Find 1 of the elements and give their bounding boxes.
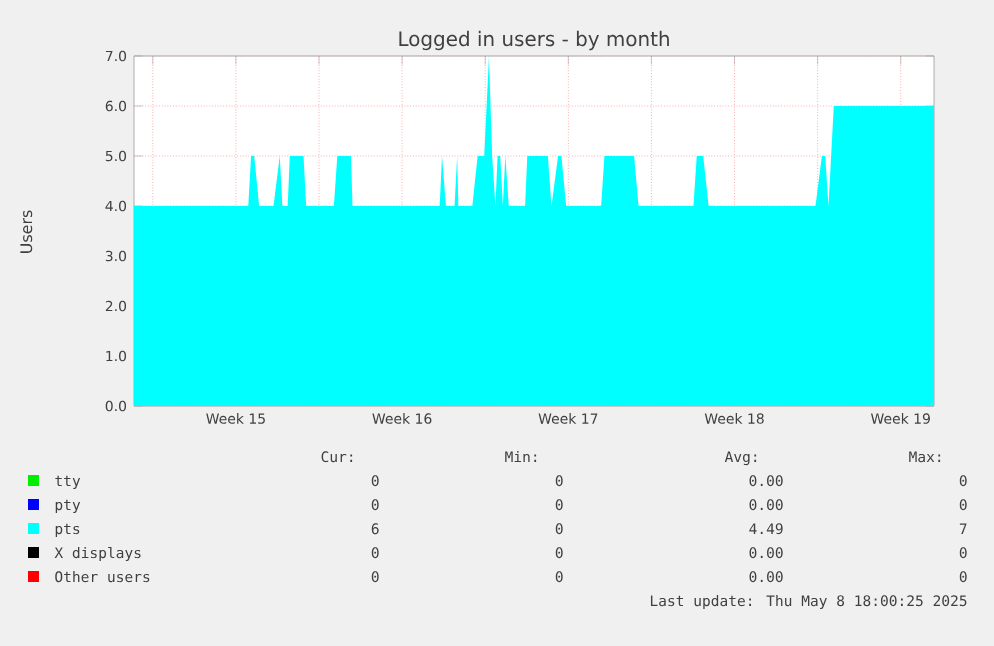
chart-title: Logged in users - by month — [399, 30, 669, 51]
